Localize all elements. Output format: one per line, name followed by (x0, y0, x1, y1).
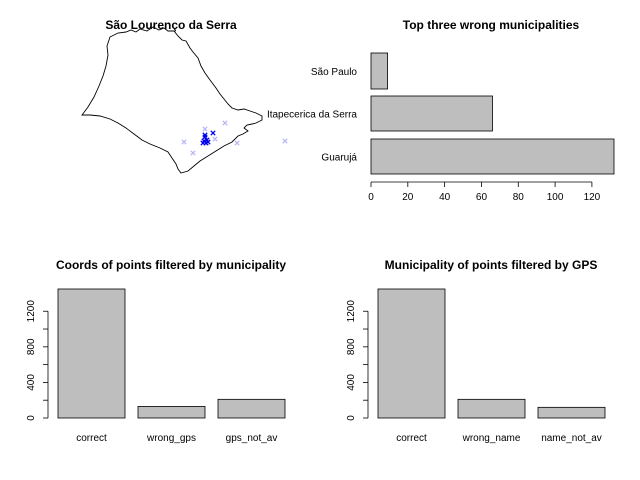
chart-title: Municipality of points filtered by GPS (385, 258, 598, 272)
y-tick-label: 400 (346, 374, 357, 391)
bar-1 (370, 95, 493, 132)
map-point-stroke (205, 139, 211, 145)
map-points (181, 120, 288, 156)
map-point-stroke (190, 150, 196, 156)
x-tick-label: 20 (402, 192, 414, 203)
state-outline (81, 26, 263, 174)
map-point-stroke (202, 132, 208, 138)
bar-1 (457, 398, 526, 419)
x-tick-label: 100 (547, 192, 564, 203)
bar-2 (537, 406, 606, 419)
category-label: gps_not_av (226, 433, 278, 444)
bar-0 (377, 288, 446, 419)
y-tick-label: 800 (346, 338, 357, 355)
map-point-stroke (234, 140, 240, 146)
map-point-0 (202, 134, 208, 140)
bar-0 (370, 138, 615, 175)
map-point-12 (234, 140, 240, 146)
x-tick-label: 60 (476, 192, 488, 203)
category-label: correct (396, 433, 427, 444)
map-point-stroke (202, 126, 208, 132)
y-tick-label: 800 (26, 338, 37, 355)
category-label: wrong_name (462, 433, 521, 444)
bar-2 (370, 52, 388, 90)
map-point-stroke (282, 138, 288, 144)
map-point-14 (212, 136, 218, 142)
map-point-5 (205, 139, 211, 145)
map-point-13 (282, 138, 288, 144)
x-tick-label: 0 (368, 192, 374, 203)
map-point-7 (202, 132, 208, 138)
map-point-stroke (222, 120, 228, 126)
map-point-4 (200, 140, 206, 146)
category-label: Itapecerica da Serra (267, 110, 357, 121)
map-point-stroke (200, 140, 206, 146)
chart-municipality-filtered-by-gps: Municipality of points filtered by GPS co… (346, 258, 606, 444)
map-point-stroke (212, 136, 218, 142)
bar-0 (57, 288, 126, 419)
y-tick-label: 0 (346, 415, 357, 421)
category-label: wrong_gps (146, 433, 196, 444)
category-label: name_not_av (541, 433, 602, 444)
bar-2 (217, 398, 286, 419)
map-point-9 (181, 139, 187, 145)
x-tick-label: 120 (584, 192, 601, 203)
map-point-10 (190, 150, 196, 156)
category-label: Guarujá (321, 153, 357, 164)
map-point-stroke (202, 134, 208, 140)
y-tick-label: 0 (26, 415, 37, 421)
map-title: São Lourenço da Serra (105, 18, 237, 32)
y-tick-label: 1200 (26, 300, 37, 323)
map-point-6 (210, 130, 216, 136)
chart-top-wrong-municipalities: Top three wrong municipalities Guarujá Ita… (267, 18, 615, 203)
y-tick-label: 400 (26, 374, 37, 391)
chart-coords-filtered-by-municipality: Coords of points filtered by municipalit… (26, 258, 286, 444)
chart-title: Top three wrong municipalities (403, 18, 580, 32)
map-point-11 (222, 120, 228, 126)
map-panel: São Lourenço da Serra (81, 18, 288, 174)
category-label: São Paulo (311, 67, 358, 78)
x-tick-label: 40 (439, 192, 451, 203)
category-label: correct (76, 433, 107, 444)
chart-title: Coords of points filtered by municipalit… (56, 258, 286, 272)
y-tick-label: 1200 (346, 300, 357, 323)
map-point-stroke (210, 130, 216, 136)
map-point-stroke (204, 137, 210, 143)
x-tick-label: 80 (513, 192, 525, 203)
map-point-stroke (181, 139, 187, 145)
bar-1 (137, 406, 206, 419)
map-point-8 (202, 126, 208, 132)
